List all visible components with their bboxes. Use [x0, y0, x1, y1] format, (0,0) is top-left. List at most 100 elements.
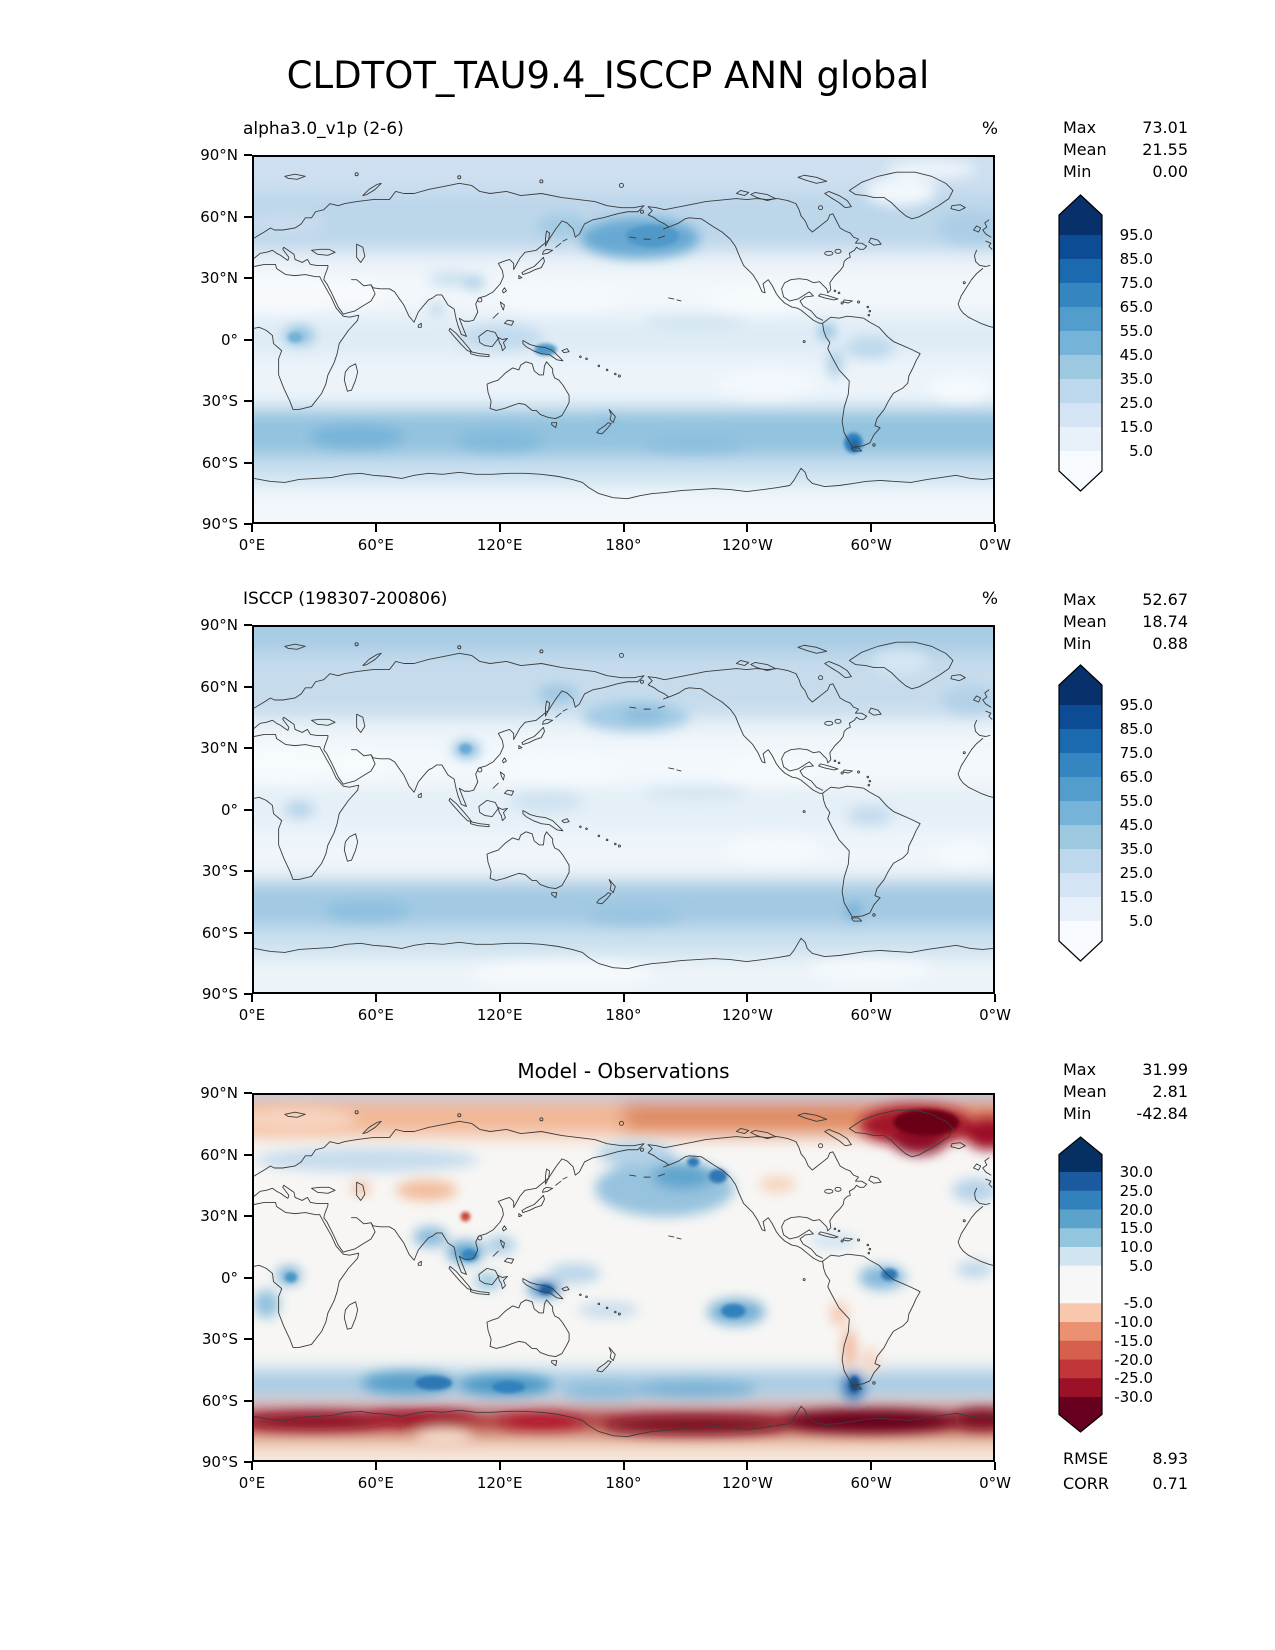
x-tick-label: 0°W [979, 1006, 1011, 1024]
colorbar-tick-label: 35.0 [1119, 840, 1153, 858]
stat-label: Min [1063, 1104, 1092, 1123]
x-tick-label: 120°W [721, 536, 773, 554]
y-tick-mark [244, 277, 252, 279]
colorbar: 30.0 25.0 20.0 15.0 10.0 5.0 -5.0 -10.0 -15.0 -20… [1058, 1136, 1158, 1433]
x-tick-mark [251, 994, 253, 1002]
x-tick-label: 60°W [850, 536, 892, 554]
y-tick-label: 90°S [201, 985, 238, 1003]
stat-row-mean: Mean 18.74 [1063, 611, 1188, 633]
y-tick-mark [244, 1215, 252, 1217]
x-tick-mark [374, 1462, 377, 1470]
stat-row-min: Min 0.00 [1063, 161, 1188, 183]
x-tick-label: 120°E [476, 1474, 523, 1492]
panel2-unit-label: % [981, 589, 998, 609]
x-tick-label: 120°E [476, 1006, 523, 1024]
y-tick-mark [244, 154, 252, 156]
colorbar-tick-label: 75.0 [1119, 274, 1153, 292]
colorbar-tick-label: 95.0 [1119, 696, 1153, 714]
x-tick-label: 0°W [979, 536, 1011, 554]
x-tick-label: 60°W [850, 1006, 892, 1024]
x-tick-mark [622, 524, 625, 532]
y-tick-label: 60°S [201, 453, 238, 472]
stat-value: 0.00 [1152, 162, 1188, 181]
stat-row-min: Min -42.84 [1063, 1103, 1188, 1125]
y-tick-mark [244, 808, 252, 811]
stat-value: 0.71 [1152, 1474, 1188, 1493]
x-tick-mark [374, 524, 377, 532]
stat-label: Mean [1063, 612, 1107, 631]
y-tick-mark [244, 1153, 252, 1156]
y-tick-label: 90°S [201, 515, 238, 533]
stat-label: Min [1063, 634, 1092, 653]
colorbar: 95.0 85.0 75.0 65.0 55.0 45.0 35.0 25.0 15.0 5.0 [1058, 194, 1158, 492]
colorbar-tick-label: 85.0 [1119, 250, 1153, 268]
y-tick-mark [244, 1276, 252, 1279]
colorbar-tick-label: 30.0 [1119, 1163, 1153, 1181]
panel2-subtitle: ISCCP (198307-200806) [243, 589, 448, 609]
colorbar-tick-label: 25.0 [1119, 394, 1153, 412]
y-tick-label: 0° [220, 1268, 238, 1287]
colorbar-tick-label: -30.0 [1114, 1388, 1153, 1406]
x-tick-label: 180° [605, 1006, 642, 1024]
stat-label: CORR [1063, 1474, 1109, 1493]
colorbar-tick-label: -15.0 [1114, 1331, 1153, 1350]
x-tick-mark [746, 524, 749, 532]
stats-block: Max 52.67 Mean 18.74 Min 0.88 [1063, 589, 1188, 655]
y-tick-label: 90°N [200, 616, 238, 634]
colorbar-bar [1058, 1136, 1103, 1433]
x-tick-label: 0°E [238, 1006, 266, 1024]
stat-label: RMSE [1063, 1449, 1109, 1468]
panel1-subtitle: alpha3.0_v1p (2-6) [243, 119, 404, 139]
y-tick-mark [244, 685, 252, 688]
colorbar-tick-label: 55.0 [1119, 322, 1153, 340]
y-tick-mark [244, 1399, 252, 1402]
colorbar-tick-label: 35.0 [1119, 370, 1153, 388]
y-tick-mark [244, 215, 252, 218]
y-tick-label: 60°N [200, 677, 238, 696]
colorbar-tick-label: 10.0 [1119, 1238, 1153, 1256]
y-tick-label: 90°S [201, 1453, 238, 1471]
y-tick-mark [244, 1092, 252, 1094]
colorbar-tick-label: -25.0 [1114, 1369, 1153, 1388]
panel3-title: Model - Observations [517, 1059, 730, 1083]
panel3-map [252, 1093, 995, 1462]
x-tick-label: 120°W [721, 1006, 773, 1024]
stat-label: Mean [1063, 1082, 1107, 1101]
y-tick-label: 90°N [200, 1084, 238, 1102]
y-tick-label: 60°S [201, 1391, 238, 1410]
stat-value: 21.55 [1142, 140, 1188, 159]
panel3-contour-field [254, 1095, 993, 1460]
y-tick-mark [244, 400, 252, 402]
colorbar-bar [1058, 194, 1103, 492]
y-tick-label: 30°S [201, 1330, 238, 1348]
colorbar-tick-label: -5.0 [1123, 1294, 1153, 1313]
y-tick-label: 60°N [200, 1145, 238, 1164]
x-tick-label: 0°W [979, 1474, 1011, 1492]
colorbar-tick-label: 65.0 [1119, 298, 1153, 316]
y-tick-mark [244, 461, 252, 464]
stat-row-max: Max 52.67 [1063, 589, 1188, 611]
colorbar-tick-label: 5.0 [1129, 442, 1153, 460]
stats-block: Max 73.01 Mean 21.55 Min 0.00 [1063, 117, 1188, 183]
panel2-map [252, 625, 995, 994]
y-tick-label: 60°N [200, 207, 238, 226]
y-tick-mark [244, 993, 252, 995]
y-tick-label: 0° [220, 330, 238, 349]
stat-label: Max [1063, 590, 1097, 609]
colorbar-tick-label: 15.0 [1119, 888, 1153, 906]
y-tick-mark [244, 1338, 252, 1340]
colorbar-tick-label: 25.0 [1119, 864, 1153, 882]
stat-row-max: Max 73.01 [1063, 117, 1188, 139]
x-tick-mark [746, 994, 749, 1002]
y-tick-label: 60°S [201, 923, 238, 942]
x-tick-mark [994, 524, 996, 532]
stats-block: Max 31.99 Mean 2.81 Min -42.84 [1063, 1059, 1188, 1125]
stat-row-max: Max 31.99 [1063, 1059, 1188, 1081]
panel1-contour-field [254, 157, 993, 522]
y-tick-mark [244, 523, 252, 525]
y-tick-label: 0° [220, 800, 238, 819]
x-tick-mark [498, 1462, 501, 1470]
x-tick-label: 120°W [721, 1474, 773, 1492]
panel2-contour-field [254, 627, 993, 992]
stat-value: -42.84 [1136, 1104, 1188, 1123]
